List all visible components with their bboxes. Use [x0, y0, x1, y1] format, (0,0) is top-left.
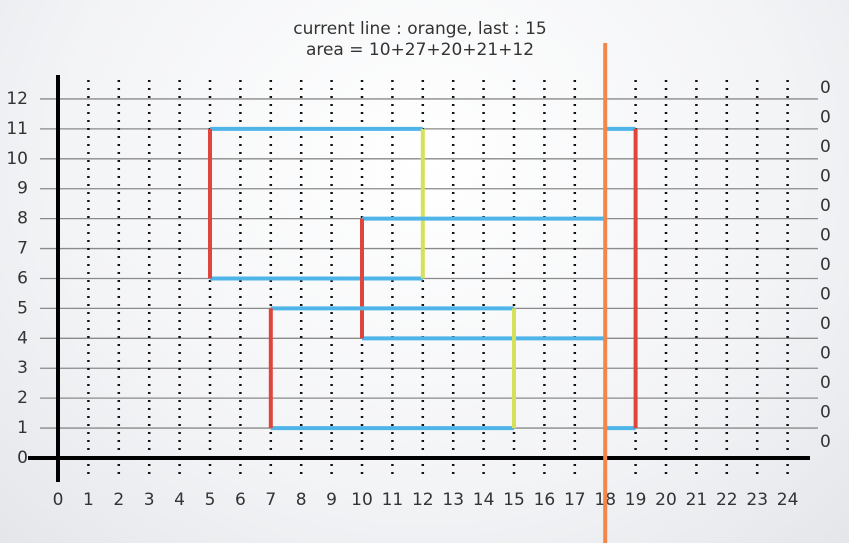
x-tick-label: 3 — [144, 490, 155, 510]
count-label: 0 — [820, 344, 831, 364]
count-label: 0 — [820, 108, 831, 128]
y-tick-label: 6 — [17, 268, 28, 288]
x-tick-label: 16 — [534, 490, 556, 510]
x-tick-label: 17 — [564, 490, 586, 510]
count-label: 0 — [820, 196, 831, 216]
y-tick-label: 9 — [17, 179, 28, 199]
count-label: 0 — [820, 285, 831, 305]
status-line: current line : orange, last : 15 — [293, 19, 546, 39]
x-tick-label: 1 — [83, 490, 94, 510]
x-tick-label: 11 — [382, 490, 404, 510]
y-tick-label: 11 — [6, 119, 28, 139]
y-tick-label: 8 — [17, 209, 28, 229]
x-tick-label: 20 — [655, 490, 677, 510]
x-tick-label: 7 — [265, 490, 276, 510]
x-tick-label: 12 — [412, 490, 434, 510]
y-tick-label: 7 — [17, 239, 28, 259]
y-tick-label: 4 — [17, 328, 28, 348]
x-tick-label: 19 — [625, 490, 647, 510]
x-tick-label: 6 — [235, 490, 246, 510]
y-tick-label: 5 — [17, 298, 28, 318]
count-label: 0 — [820, 373, 831, 393]
x-tick-label: 14 — [473, 490, 495, 510]
x-tick-label: 24 — [777, 490, 799, 510]
x-tick-label: 21 — [686, 490, 708, 510]
x-tick-label: 2 — [113, 490, 124, 510]
x-tick-label: 23 — [746, 490, 768, 510]
y-tick-label: 1 — [17, 418, 28, 438]
count-label: 0 — [820, 403, 831, 423]
x-tick-label: 15 — [503, 490, 525, 510]
count-label: 0 — [820, 314, 831, 334]
count-label: 0 — [820, 167, 831, 187]
area-line: area = 10+27+20+21+12 — [306, 40, 534, 60]
x-tick-label: 9 — [326, 490, 337, 510]
y-tick-label: 12 — [6, 89, 28, 109]
count-label: 0 — [820, 226, 831, 246]
x-tick-label: 8 — [296, 490, 307, 510]
count-label: 0 — [820, 137, 831, 157]
x-tick-label: 5 — [205, 490, 216, 510]
x-tick-label: 10 — [351, 490, 373, 510]
x-tick-label: 13 — [442, 490, 464, 510]
x-tick-label: 0 — [53, 490, 64, 510]
y-tick-label: 2 — [17, 388, 28, 408]
x-tick-label: 4 — [174, 490, 185, 510]
count-label: 0 — [820, 432, 831, 452]
count-label: 0 — [820, 78, 831, 98]
count-label: 0 — [820, 255, 831, 275]
x-tick-label: 22 — [716, 490, 738, 510]
y-tick-label: 0 — [17, 448, 28, 468]
y-tick-label: 10 — [6, 149, 28, 169]
y-tick-label: 3 — [17, 358, 28, 378]
